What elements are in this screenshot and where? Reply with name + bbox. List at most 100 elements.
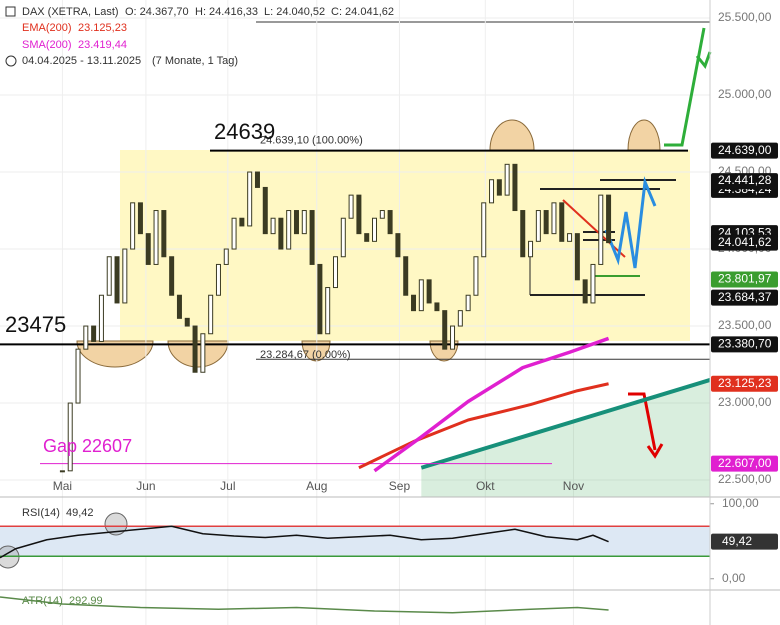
trend-area bbox=[421, 379, 710, 497]
legend-value: 49,42 bbox=[66, 507, 94, 519]
candle bbox=[67, 402, 73, 472]
candle bbox=[286, 210, 292, 250]
y-tick-label: 25.000,00 bbox=[718, 87, 772, 101]
candle bbox=[496, 179, 502, 196]
candle bbox=[75, 348, 81, 404]
candle bbox=[535, 210, 541, 242]
price-marker bbox=[711, 336, 778, 353]
x-tick-label: Mai bbox=[53, 479, 72, 493]
candle bbox=[348, 194, 354, 219]
candle bbox=[137, 202, 143, 235]
rsi-marker bbox=[711, 533, 778, 550]
candle bbox=[434, 302, 440, 312]
sma-line bbox=[373, 336, 610, 473]
rsi-line bbox=[0, 525, 609, 559]
candle bbox=[504, 163, 510, 196]
candle bbox=[574, 233, 580, 281]
candle bbox=[231, 217, 237, 250]
candle bbox=[356, 194, 362, 235]
price-marker bbox=[711, 173, 778, 190]
price-marker bbox=[711, 271, 778, 288]
candle bbox=[606, 194, 612, 244]
candle bbox=[59, 470, 65, 473]
candle bbox=[332, 256, 338, 289]
candle bbox=[208, 294, 214, 335]
ema-line bbox=[358, 382, 609, 470]
rsi-circle bbox=[104, 512, 128, 536]
ohlc: C: 24.041,62 bbox=[331, 6, 394, 18]
ohlc: L: 24.040,52 bbox=[264, 6, 325, 18]
candle bbox=[278, 217, 284, 250]
price-marker bbox=[711, 289, 778, 306]
background-layer bbox=[0, 0, 710, 625]
price-marker-label: 23.380,70 bbox=[718, 337, 772, 351]
candle bbox=[309, 210, 315, 265]
legend-entry: SMA(200) bbox=[22, 39, 72, 51]
candle bbox=[379, 210, 385, 219]
candle bbox=[598, 194, 604, 265]
arc bbox=[76, 340, 154, 368]
y-tick-label: 22.500,00 bbox=[718, 472, 772, 486]
candle bbox=[262, 186, 268, 235]
price-marker bbox=[711, 375, 778, 392]
legend-entry: ATR(14) bbox=[22, 595, 63, 607]
price-marker bbox=[711, 455, 778, 472]
y-tick-label: 23.500,00 bbox=[718, 318, 772, 332]
candle bbox=[411, 294, 417, 312]
plot: 25.500,0025.000,0024.500,0024.000,0023.5… bbox=[0, 10, 778, 614]
x-tick-label: Okt bbox=[476, 479, 495, 493]
period: 04.04.2025 - 13.11.2025 bbox=[22, 55, 141, 67]
candle bbox=[317, 263, 323, 335]
period: (7 Monate, 1 Tag) bbox=[152, 55, 238, 67]
ohlc: H: 24.416,33 bbox=[195, 6, 258, 18]
arc bbox=[301, 340, 331, 362]
ohlc: O: 24.367,70 bbox=[125, 6, 189, 18]
rsi-marker-label: 49,42 bbox=[722, 534, 752, 548]
candle bbox=[457, 310, 463, 327]
candle bbox=[153, 210, 159, 265]
candle bbox=[254, 171, 260, 188]
candle bbox=[528, 240, 534, 258]
candle bbox=[512, 163, 518, 212]
candle bbox=[590, 263, 596, 304]
trendline bbox=[420, 378, 711, 470]
annotation: 24639 bbox=[214, 119, 275, 144]
candle bbox=[192, 325, 198, 373]
candle bbox=[176, 294, 182, 319]
candle bbox=[481, 202, 487, 258]
candle bbox=[520, 210, 526, 258]
candle bbox=[559, 202, 565, 242]
candle bbox=[372, 217, 378, 242]
y-tick-label: 23.000,00 bbox=[718, 395, 772, 409]
candle bbox=[169, 256, 175, 296]
candle bbox=[543, 210, 549, 235]
price-marker bbox=[711, 142, 778, 159]
candle bbox=[145, 233, 151, 265]
price-marker-label: 23.125,23 bbox=[718, 376, 772, 390]
arc bbox=[167, 340, 229, 368]
candle bbox=[106, 256, 112, 296]
projection-down bbox=[628, 392, 657, 451]
arc bbox=[627, 119, 661, 151]
candle bbox=[325, 287, 331, 335]
arc bbox=[489, 119, 535, 151]
candle bbox=[418, 279, 424, 312]
candle bbox=[489, 179, 495, 204]
icon bbox=[5, 6, 16, 17]
x-tick-label: Jul bbox=[220, 479, 235, 493]
legend-title: DAX (XETRA, Last) bbox=[22, 6, 119, 18]
legend-value: 23.419,44 bbox=[78, 39, 127, 51]
candle bbox=[114, 256, 120, 304]
x-tick-label: Sep bbox=[389, 479, 411, 493]
range-box bbox=[120, 150, 690, 341]
candle bbox=[130, 202, 136, 250]
candle bbox=[450, 325, 456, 350]
candle bbox=[442, 310, 448, 350]
y-tick-label: 25.500,00 bbox=[718, 10, 772, 24]
candle bbox=[223, 248, 229, 265]
candle bbox=[567, 233, 573, 242]
candle bbox=[403, 256, 409, 296]
x-tick-label: Jun bbox=[136, 479, 155, 493]
